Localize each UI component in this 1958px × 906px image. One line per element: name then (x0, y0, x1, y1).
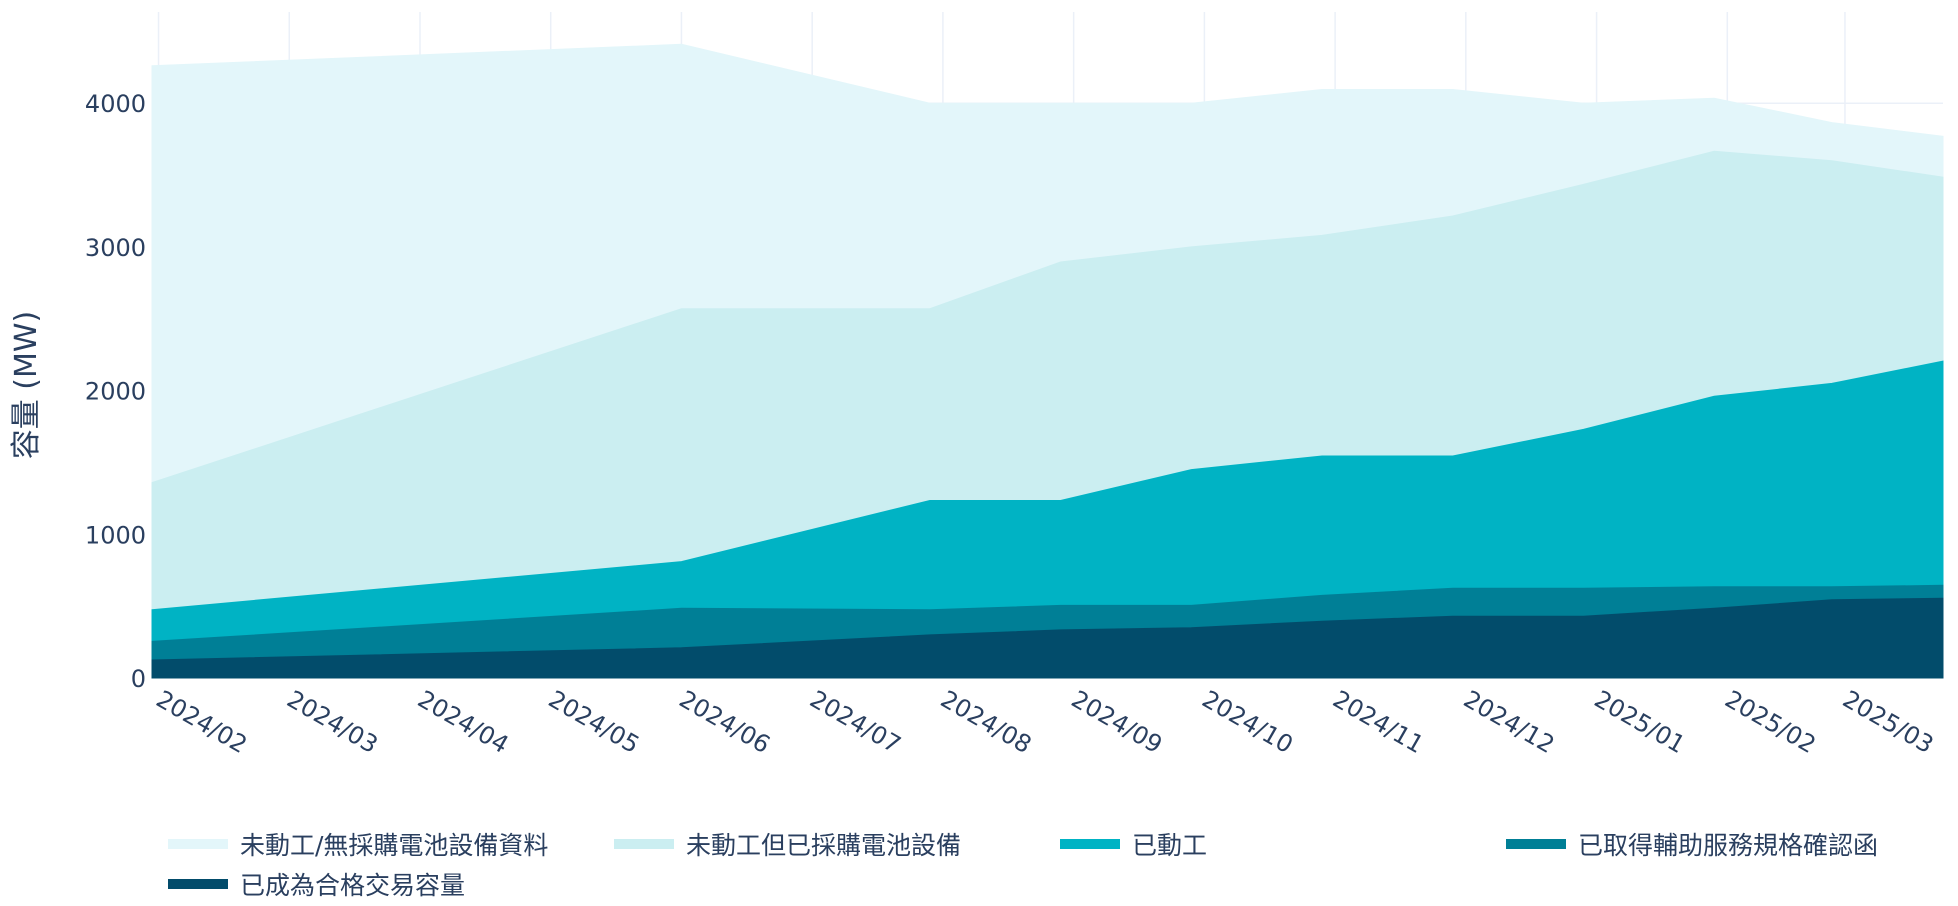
y-tick-label: 0 (131, 665, 146, 693)
x-tick-label: 2024/07 (805, 685, 905, 759)
y-tick-label: 1000 (85, 521, 146, 549)
legend-swatch (168, 839, 228, 849)
legend-item-unstarted-purchased[interactable]: 未動工但已採購電池設備 (614, 826, 961, 862)
legend-label: 已成為合格交易容量 (240, 871, 466, 900)
x-tick-label: 2024/03 (282, 685, 382, 759)
x-tick-label: 2024/04 (413, 685, 513, 759)
legend-item-qualified-capacity[interactable]: 已成為合格交易容量 (168, 866, 465, 902)
y-axis-title: 容量 (MW) (9, 311, 44, 460)
y-axis: 0 1000 2000 3000 4000 (85, 90, 146, 693)
legend-item-started[interactable]: 已動工 (1060, 826, 1207, 862)
x-tick-label: 2024/11 (1328, 685, 1428, 759)
legend-swatch (1506, 839, 1566, 849)
legend-label: 未動工但已採購電池設備 (686, 831, 962, 860)
y-tick-label: 3000 (85, 234, 146, 262)
x-tick-label: 2025/01 (1590, 685, 1690, 759)
area-series-已成為合格交易容量[interactable] (151, 597, 1944, 679)
x-tick-label: 2024/08 (936, 685, 1036, 759)
legend-label: 已動工 (1132, 831, 1208, 860)
legend-label: 未動工/無採購電池設備資料 (240, 831, 549, 860)
legend-item-ancillary-confirmed[interactable]: 已取得輔助服務規格確認函 (1506, 826, 1878, 862)
x-tick-label: 2024/02 (152, 685, 252, 759)
legend-swatch (614, 839, 674, 849)
y-tick-label: 4000 (85, 90, 146, 118)
legend-swatch (168, 879, 228, 889)
legend-item-unstarted-no-data[interactable]: 未動工/無採購電池設備資料 (168, 826, 548, 862)
x-tick-label: 2024/05 (544, 685, 644, 759)
x-axis: 2024/02 2024/03 2024/04 2024/05 2024/06 2024/… (152, 685, 1939, 759)
y-tick-label: 2000 (85, 378, 146, 406)
x-tick-label: 2024/06 (674, 685, 774, 759)
x-tick-label: 2024/09 (1067, 685, 1167, 759)
x-tick-label: 2024/10 (1197, 685, 1297, 759)
legend-label: 已取得輔助服務規格確認函 (1578, 831, 1879, 860)
legend-swatch (1060, 839, 1120, 849)
area-series (151, 43, 1944, 679)
x-tick-label: 2025/02 (1720, 685, 1820, 759)
x-tick-label: 2025/03 (1838, 685, 1938, 759)
x-tick-label: 2024/12 (1459, 685, 1559, 759)
